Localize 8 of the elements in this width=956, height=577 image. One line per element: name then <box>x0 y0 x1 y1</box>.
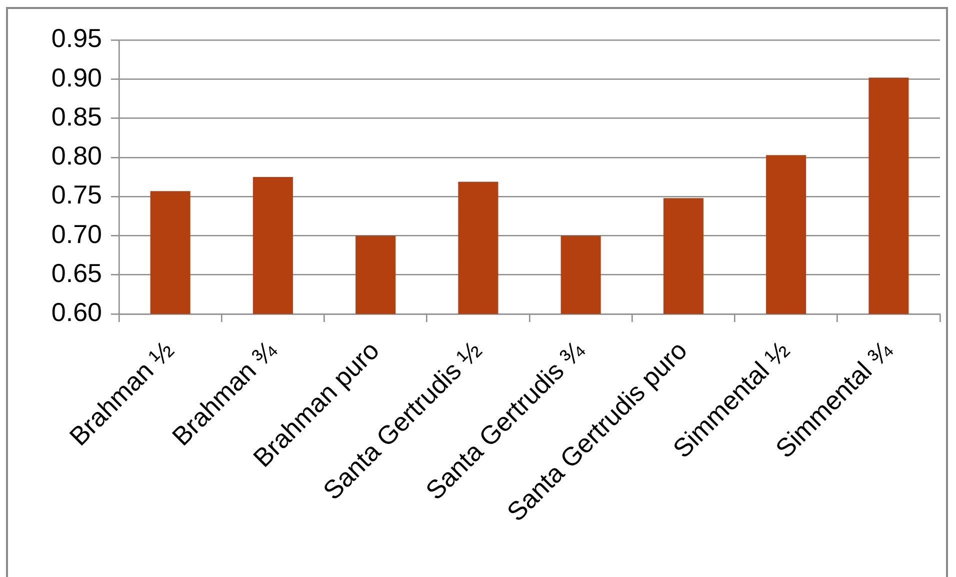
y-tick-label: 0.65 <box>51 258 102 288</box>
y-tick-label: 0.60 <box>51 297 102 328</box>
y-tick-label: 0.75 <box>51 180 102 210</box>
y-tick-label: 0.90 <box>51 62 102 92</box>
y-tick-label: 0.70 <box>51 218 102 249</box>
y-tick-label: 0.85 <box>51 101 102 132</box>
y-tick-label: 0.95 <box>51 23 102 54</box>
y-tick-label: 0.80 <box>51 140 102 171</box>
